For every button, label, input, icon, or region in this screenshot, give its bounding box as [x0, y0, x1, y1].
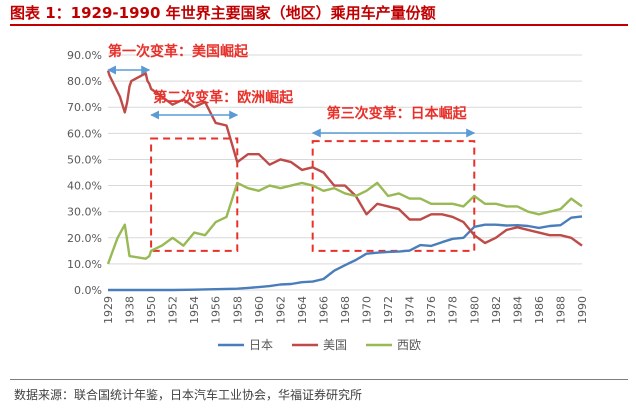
annotation-label: 第三次变革：日本崛起	[327, 105, 468, 122]
annotation-label: 第一次变革：美国崛起	[108, 43, 249, 60]
x-tick-label: 1988	[554, 296, 567, 324]
footer-rule	[10, 379, 628, 380]
y-tick-label: 80.0%	[67, 75, 102, 88]
y-tick-label: 90.0%	[67, 49, 102, 62]
page-title: 图表 1：1929-1990 年世界主要国家（地区）乘用车产量份额	[10, 4, 436, 22]
y-tick-label: 60.0%	[67, 127, 102, 140]
y-tick-label: 70.0%	[67, 101, 102, 114]
legend-label: 美国	[323, 338, 347, 352]
annotation-label: 第二次变革：欧洲崛起	[153, 89, 294, 106]
x-tick-label: 1982	[490, 296, 503, 324]
series-line-2	[106, 181, 583, 265]
y-tick-label: 20.0%	[67, 232, 102, 245]
x-tick-label: 1984	[511, 296, 524, 324]
x-tick-label: 1990	[576, 296, 589, 324]
x-axis-ticks: 1929 1938 1950 1952 1954 1956 1958 1960 1962 1964…	[102, 296, 589, 324]
x-tick-label: 1980	[468, 296, 481, 324]
legend-label: 西欧	[397, 338, 421, 352]
x-tick-label: 1962	[274, 296, 287, 324]
source-note: 数据来源：联合国统计年鉴，日本汽车工业协会，华福证券研究所	[14, 388, 363, 402]
x-tick-label: 1964	[296, 296, 309, 324]
series-lines	[106, 70, 583, 292]
x-tick-label: 1960	[253, 296, 266, 324]
x-tick-label: 1978	[447, 296, 460, 324]
x-tick-label: 1954	[188, 296, 201, 324]
y-tick-label: 10.0%	[67, 258, 102, 271]
x-tick-label: 1952	[167, 296, 180, 324]
title-rule	[10, 24, 628, 26]
x-tick-label: 1986	[533, 296, 546, 324]
series-line-1	[106, 70, 583, 247]
series-line-0	[108, 215, 583, 292]
highlight-region-europe-rise	[150, 137, 239, 252]
y-tick-label: 0.0%	[74, 284, 102, 297]
highlight-region-japan-rise	[311, 140, 476, 252]
x-tick-label: 1970	[361, 296, 374, 324]
y-tick-label: 50.0%	[67, 153, 102, 166]
legend: 日本 美国 西欧	[218, 338, 421, 352]
y-tick-label: 40.0%	[67, 180, 102, 193]
x-tick-label: 1974	[404, 296, 417, 324]
x-tick-label: 1950	[145, 296, 158, 324]
x-tick-label: 1976	[425, 296, 438, 324]
x-tick-label: 1966	[317, 296, 330, 324]
legend-label: 日本	[249, 338, 273, 352]
y-tick-label: 30.0%	[67, 206, 102, 219]
x-tick-label: 1956	[210, 296, 223, 324]
y-axis-ticks: 0.0% 10.0% 20.0% 30.0% 40.0% 50.0% 60.0% 70.0% 8…	[67, 49, 102, 297]
x-tick-label: 1972	[382, 296, 395, 324]
x-tick-label: 1938	[124, 296, 137, 324]
x-tick-label: 1929	[102, 296, 115, 324]
share-line-chart: 0.0% 10.0% 20.0% 30.0% 40.0% 50.0% 60.0% 70.0% 8…	[67, 43, 589, 352]
x-tick-label: 1968	[339, 296, 352, 324]
x-tick-label: 1958	[231, 296, 244, 324]
